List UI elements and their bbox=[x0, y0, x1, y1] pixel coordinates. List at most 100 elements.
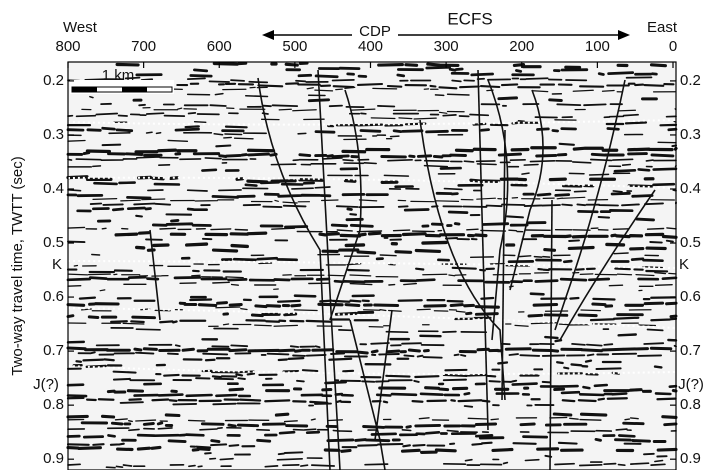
y-tick-label: 0.3 bbox=[43, 126, 64, 143]
seismic-trace bbox=[67, 162, 677, 168]
seismic-trace bbox=[81, 106, 677, 114]
seismic-texture bbox=[66, 61, 678, 469]
seismic-trace bbox=[95, 342, 677, 349]
seismic-trace bbox=[66, 301, 678, 309]
seismic-trace bbox=[66, 275, 678, 284]
x-tick-label: 600 bbox=[207, 38, 232, 55]
x-tick-label: 700 bbox=[131, 38, 156, 55]
y-tick-label-right: 0.5 bbox=[680, 234, 701, 251]
seismic-trace bbox=[67, 426, 677, 434]
seismic-trace bbox=[121, 436, 667, 444]
fault-line bbox=[374, 309, 393, 441]
x-tick-label: 300 bbox=[434, 38, 459, 55]
seismic-trace bbox=[100, 102, 623, 109]
seismic-trace bbox=[155, 371, 620, 379]
seismic-trace bbox=[180, 256, 664, 264]
fault-line bbox=[149, 229, 161, 321]
seismic-trace bbox=[115, 61, 667, 70]
seismic-trace bbox=[75, 356, 622, 365]
seismic-trace bbox=[67, 131, 644, 138]
fault-line bbox=[549, 199, 553, 470]
seismic-trace bbox=[80, 421, 678, 429]
fault-line bbox=[487, 79, 509, 341]
y-tick-label: 0.4 bbox=[43, 180, 64, 197]
seismic-trace bbox=[66, 337, 678, 344]
fault-label: ECFS bbox=[447, 9, 492, 28]
seismic-trace bbox=[113, 117, 677, 123]
seismic-trace bbox=[92, 196, 676, 204]
seismic-trace bbox=[209, 457, 664, 463]
x-tick-label: 500 bbox=[282, 38, 307, 55]
y-tick-label-right: 0.2 bbox=[680, 72, 701, 89]
seismic-trace bbox=[66, 430, 636, 439]
x-tick-label: 400 bbox=[358, 38, 383, 55]
seismic-trace bbox=[66, 266, 669, 274]
seismic-trace bbox=[89, 201, 677, 209]
horizon-label: K bbox=[679, 256, 689, 273]
x-start-label: West bbox=[63, 19, 98, 36]
seismic-trace bbox=[66, 126, 678, 134]
y-tick-label-right: 0.3 bbox=[680, 126, 701, 143]
fault-line bbox=[477, 69, 489, 431]
seismic-trace bbox=[67, 186, 677, 193]
seismic-trace bbox=[66, 151, 675, 159]
seismic-trace bbox=[66, 445, 678, 454]
seismic-trace bbox=[112, 377, 551, 384]
seismic-trace bbox=[288, 172, 631, 177]
fault-line bbox=[329, 89, 362, 321]
y-tick-label: 0.7 bbox=[43, 342, 64, 359]
seismic-trace bbox=[67, 271, 677, 279]
seismic-trace bbox=[193, 65, 589, 73]
fault-line bbox=[559, 189, 656, 341]
seismic-trace bbox=[66, 346, 673, 355]
horizons bbox=[67, 119, 677, 375]
arrow-head bbox=[262, 30, 274, 40]
fault-line bbox=[349, 319, 386, 470]
seismic-trace bbox=[189, 292, 545, 299]
seismic-trace bbox=[89, 92, 563, 99]
arrow-head bbox=[618, 30, 630, 40]
seismic-trace bbox=[146, 245, 667, 255]
cdp-arrow bbox=[262, 30, 630, 40]
seismic-trace bbox=[77, 351, 663, 359]
seismic-trace bbox=[67, 416, 639, 423]
seismic-trace bbox=[76, 206, 634, 214]
y-tick-label: 0.6 bbox=[43, 288, 64, 305]
seismic-trace bbox=[66, 412, 678, 419]
y-tick-label-right: 0.9 bbox=[680, 450, 701, 467]
horizon-label: J(?) bbox=[678, 376, 704, 393]
y-tick-label-right: 0.8 bbox=[680, 396, 701, 413]
fault-line bbox=[257, 77, 331, 470]
scale-bar: 1 km bbox=[70, 67, 174, 94]
seismic-trace bbox=[85, 146, 678, 154]
y-tick-label-right: 0.7 bbox=[680, 342, 701, 359]
seismic-trace bbox=[110, 327, 664, 334]
y-axis-label: Two-way travel time, TWTT (sec) bbox=[9, 156, 26, 375]
seismic-trace bbox=[67, 226, 677, 233]
seismic-trace bbox=[78, 296, 676, 303]
seismic-trace bbox=[119, 401, 555, 408]
seismic-trace bbox=[96, 217, 655, 223]
fault-line bbox=[554, 79, 626, 331]
fault-line bbox=[509, 89, 544, 291]
y-tick-label: 0.5 bbox=[43, 234, 64, 251]
y-tick-label: 0.9 bbox=[43, 450, 64, 467]
plot-frame bbox=[67, 61, 677, 470]
seismic-trace bbox=[67, 136, 677, 144]
x-axis-label: CDP bbox=[359, 23, 391, 40]
seismic-trace bbox=[67, 236, 674, 244]
fault-line bbox=[317, 69, 341, 470]
fault-line bbox=[501, 129, 506, 401]
horizon-label: K bbox=[52, 256, 62, 273]
y-tick-label-right: 0.4 bbox=[680, 180, 701, 197]
scale-bar-segment bbox=[72, 87, 97, 92]
faults bbox=[149, 69, 656, 470]
y-tick-label: 0.8 bbox=[43, 396, 64, 413]
horizon bbox=[67, 119, 677, 126]
seismic-trace bbox=[135, 71, 658, 79]
scale-bar-segment bbox=[122, 87, 147, 92]
horizon-label: J(?) bbox=[33, 376, 59, 393]
seismic-trace bbox=[93, 181, 676, 188]
seismic-trace bbox=[151, 221, 547, 229]
